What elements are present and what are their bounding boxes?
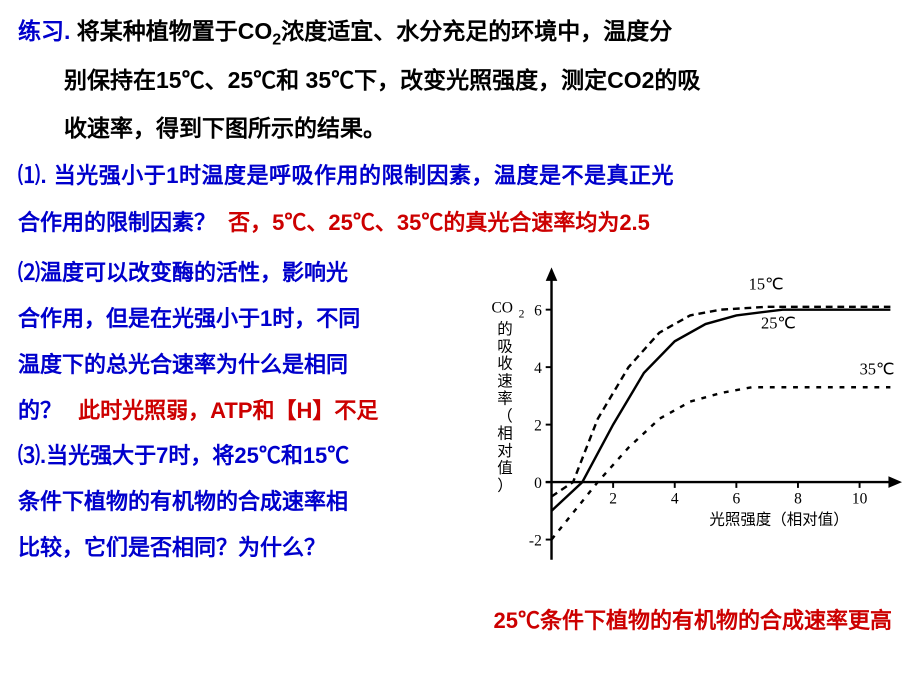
q3-line2: 条件下植物的有机物的合成速率相 (18, 481, 476, 523)
svg-text:4: 4 (671, 491, 679, 508)
svg-text:2: 2 (609, 491, 617, 508)
intro-text2: 浓度适宜、水分充足的环境中，温度分 (281, 18, 672, 44)
q2-line2: 合作用，但是在光强小于1时，不同 (18, 298, 476, 340)
svg-text:6: 6 (732, 491, 740, 508)
svg-text:对: 对 (497, 442, 512, 460)
q2-line4: 的？ (18, 398, 62, 423)
q1-answer: 否，5℃、25℃、35℃的真光合速率均为2.5 (228, 210, 650, 235)
svg-text:0: 0 (534, 475, 542, 492)
svg-text:8: 8 (794, 491, 802, 508)
svg-text:CO: CO (491, 300, 513, 317)
co2-absorption-chart: -2024624681015℃25℃35℃CO2的吸收速率（相对值）光照强度（相… (476, 258, 902, 603)
svg-text:率: 率 (497, 390, 512, 408)
svg-text:值: 值 (497, 459, 512, 477)
svg-text:收: 收 (497, 355, 512, 373)
q2-line3: 温度下的总光合速率为什么是相同 (18, 344, 476, 386)
intro-line3: 收速率，得到下图所示的结果。 (18, 107, 902, 151)
practice-label: 练习. (18, 18, 70, 44)
svg-text:）: ） (497, 478, 512, 495)
svg-text:-2: -2 (529, 533, 542, 550)
q2-line1: ⑵温度可以改变酶的活性，影响光 (18, 252, 476, 294)
svg-text:15℃: 15℃ (749, 275, 784, 294)
q1-line2: 合作用的限制因素？ (18, 210, 216, 235)
intro-line2: 别保持在15℃、25℃和 35℃下，改变光照强度，测定CO2的吸 (18, 59, 902, 103)
svg-text:光照强度（相对值）: 光照强度（相对值） (709, 511, 848, 529)
q3-line3: 比较，它们是否相同？为什么？ (18, 527, 476, 569)
intro-sub1: 2 (272, 31, 281, 49)
q3-line1: ⑶.当光强大于7时，将25℃和15℃ (18, 435, 476, 477)
svg-text:相: 相 (497, 425, 512, 443)
svg-text:10: 10 (852, 491, 868, 508)
q2-answer: 此时光照弱，ATP和【H】不足 (78, 398, 378, 423)
svg-text:吸: 吸 (497, 338, 512, 355)
svg-text:4: 4 (534, 360, 542, 377)
svg-text:速: 速 (497, 372, 512, 390)
svg-text:2: 2 (519, 308, 525, 321)
svg-text:2: 2 (534, 418, 542, 435)
svg-text:35℃: 35℃ (860, 359, 895, 378)
svg-text:25℃: 25℃ (761, 313, 796, 332)
svg-text:6: 6 (534, 303, 542, 320)
intro-text1: 将某种植物置于CO (77, 18, 273, 44)
q1-line1: ⑴. 当光强小于1时温度是呼吸作用的限制因素，温度是不是真正光 (18, 155, 902, 197)
svg-text:（: （ (497, 408, 512, 425)
svg-text:的: 的 (497, 320, 512, 338)
q3-answer: 25℃条件下植物的有机物的合成速率更高 (494, 608, 892, 633)
